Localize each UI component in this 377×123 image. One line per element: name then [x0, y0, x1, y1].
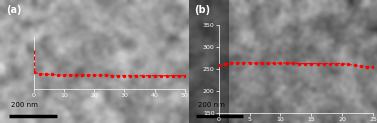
Text: (b): (b) — [194, 5, 210, 15]
Text: 200 nm: 200 nm — [198, 102, 225, 108]
Text: (a): (a) — [6, 5, 21, 15]
Text: 200 nm: 200 nm — [11, 102, 38, 108]
